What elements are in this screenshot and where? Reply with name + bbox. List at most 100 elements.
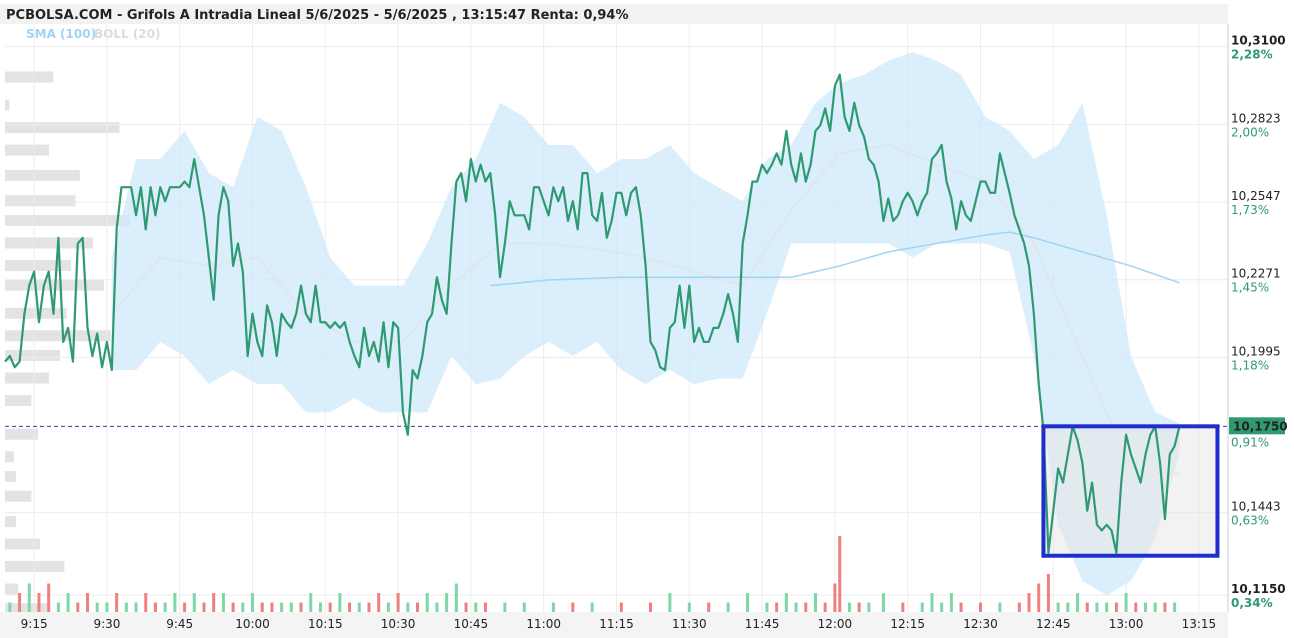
volume-bar-73 [867,602,871,612]
price-line [4,73,1181,555]
y-tick-pct-4: 1,18% [1231,358,1269,372]
volume-bar-88 [1066,602,1070,612]
profile-bar-1 [5,99,10,111]
volume-bar-68 [823,602,827,612]
volume-bar-49 [483,602,487,612]
x-tick-14: 12:45 [1036,617,1071,631]
volume-bar-17 [173,593,177,612]
volume-bar-69 [833,583,837,612]
chart-title: PCBOLSA.COM - Grifols A Intradia Lineal … [6,8,629,23]
y-tick-pct-3: 1,45% [1231,281,1269,295]
volume-bar-40 [396,593,400,612]
volume-bar-57 [668,593,672,612]
volume-bar-65 [794,602,798,612]
volume-bar-24 [241,602,245,612]
volume-bar-25 [251,593,255,612]
y-tick-price-6: 10,1150 [1231,582,1286,596]
highlight-box [1041,424,1220,558]
volume-bar-41 [406,602,410,612]
volume-bar-13 [134,602,138,612]
volume-bar-26 [260,602,264,612]
profile-bar-8 [5,259,71,271]
profile-bar-23 [5,603,49,615]
volume-bar-58 [687,602,691,612]
volume-bar-75 [901,602,905,612]
volume-bar-19 [192,593,196,612]
x-tick-9: 11:30 [672,617,707,631]
volume-bar-97 [1153,602,1157,612]
volume-bar-51 [522,602,526,612]
legend-sma: SMA (100) [26,27,96,41]
volume-bar-47 [464,602,468,612]
y-tick-price-4: 10,1995 [1231,344,1281,358]
x-tick-4: 10:15 [308,617,343,631]
volume-bar-14 [144,593,148,612]
volume-bar-5 [56,602,60,612]
volume-bar-92 [1105,602,1109,612]
volume-bar-1 [18,593,22,612]
y-tick-pct-5: 0,63% [1231,514,1269,528]
y-tick-price-5: 10,1443 [1231,500,1281,514]
volume-bar-85 [1037,583,1041,612]
volume-bar-53 [571,602,575,612]
volume-bar-80 [959,602,963,612]
profile-bar-15 [5,428,38,440]
volume-bar-64 [784,593,788,612]
last-price-label: 10,1750 [1233,419,1288,433]
volume-bar-76 [920,602,924,612]
x-tick-3: 10:00 [235,617,270,631]
profile-bar-4 [5,169,80,181]
volume-bar-63 [775,602,779,612]
volume-bar-89 [1076,593,1080,612]
volume-bar-37 [367,602,371,612]
profile-bar-19 [5,515,16,527]
y-tick-pct-0: 2,28% [1231,48,1273,62]
volume-bar-82 [998,602,1002,612]
y-tick-price-1: 10,2823 [1231,111,1281,125]
profile-bar-11 [5,330,111,342]
x-tick-11: 12:00 [818,617,853,631]
volume-bar-31 [309,593,313,612]
volume-bar-22 [221,593,225,612]
volume-bar-91 [1095,602,1099,612]
x-tick-15: 13:00 [1109,617,1144,631]
volume-bar-79 [949,593,953,612]
volume-bar-9 [95,602,99,612]
volume-bar-96 [1143,602,1147,612]
volume-bar-83 [1017,602,1021,612]
profile-bar-14 [5,394,32,406]
volume-bar-15 [153,602,157,612]
volume-bar-78 [940,602,944,612]
volume-bar-70 [838,536,842,612]
volume-bar-39 [386,602,390,612]
x-tick-7: 11:00 [526,617,561,631]
volume-bar-56 [648,602,652,612]
volume-bar-42 [416,602,420,612]
volume-bar-52 [551,602,555,612]
volume-bar-18 [183,602,187,612]
volume-bar-99 [1173,602,1177,612]
profile-bar-3 [5,144,49,156]
volume-bar-74 [881,593,885,612]
volume-bar-50 [503,602,507,612]
volume-bar-98 [1163,602,1167,612]
volume-bar-8 [86,593,90,612]
profile-bar-20 [5,538,41,550]
volume-bar-35 [348,602,352,612]
volume-bar-77 [930,593,934,612]
volume-bar-16 [163,602,167,612]
y-tick-price-3: 10,2271 [1231,267,1281,281]
volume-bar-86 [1046,574,1050,612]
x-axis-strip [0,612,1228,638]
last-price-pct: 0,91% [1231,435,1269,449]
volume-bar-55 [619,602,623,612]
last-price-badge [1229,417,1285,435]
volume-bar-67 [813,593,817,612]
volume-bar-93 [1114,602,1118,612]
volume-bar-4 [47,583,51,612]
y-tick-price-0: 10,3100 [1231,34,1286,48]
x-tick-13: 12:30 [963,617,998,631]
volume-bar-66 [804,602,808,612]
volume-bar-81 [978,602,982,612]
